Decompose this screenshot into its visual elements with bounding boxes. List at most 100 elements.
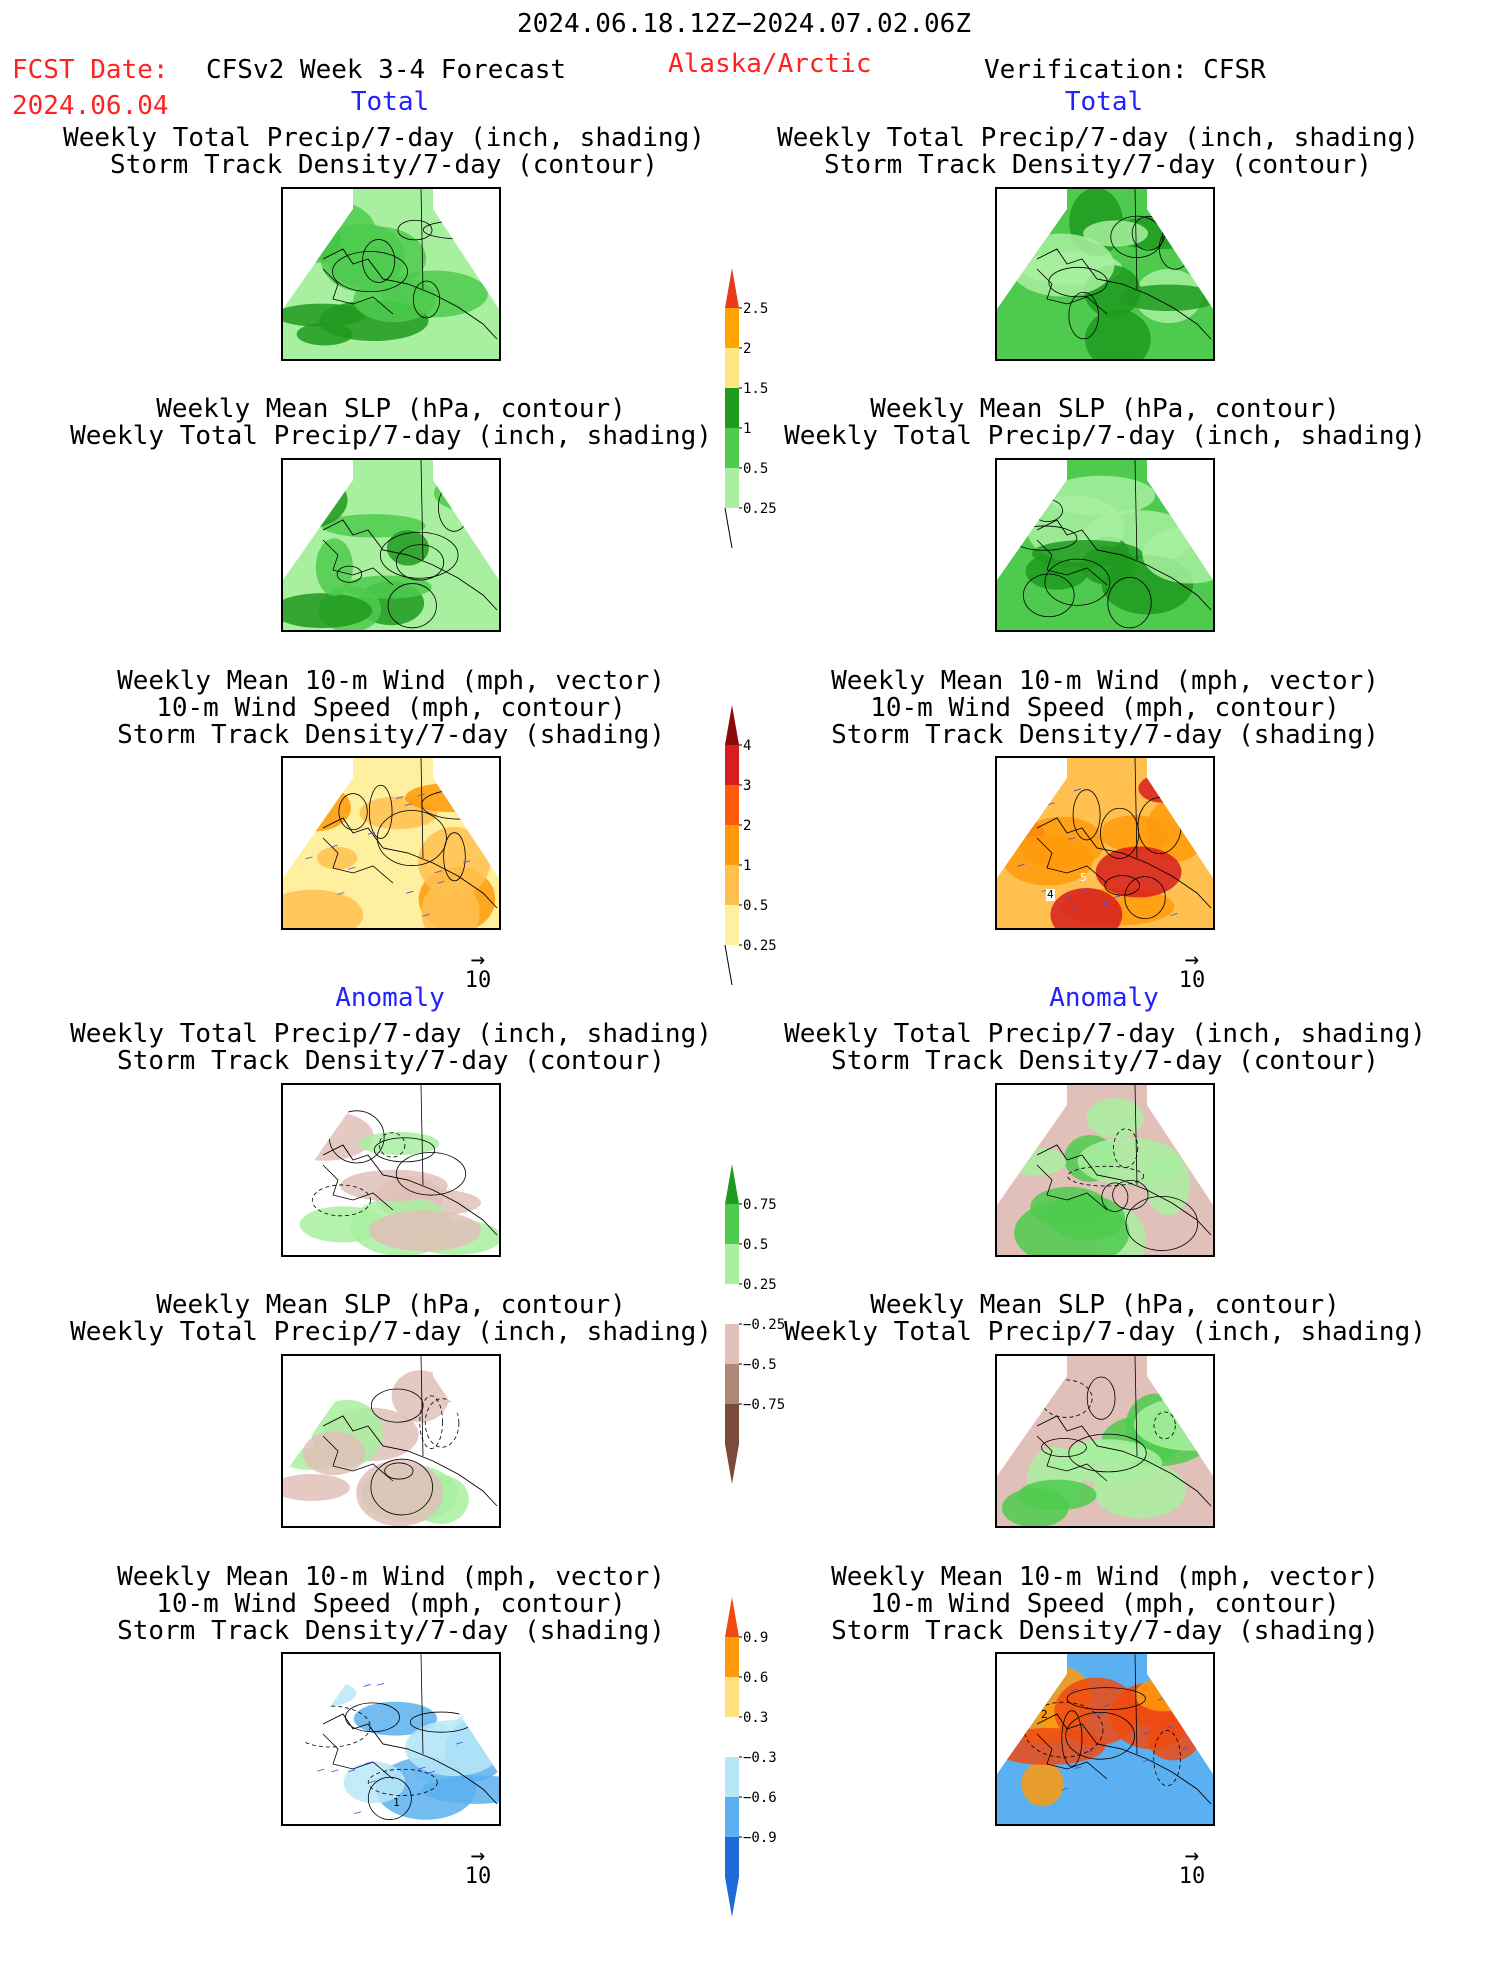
title-precip-storm-br: Weekly Total Precip/7-day (inch, shading… (784, 1019, 1426, 1076)
map-wind-vector (422, 913, 430, 917)
map-wind-vector (1193, 795, 1201, 799)
map-shade-blob (368, 1210, 482, 1252)
map-contour (376, 810, 447, 866)
map-label-storm-5: 5 (1080, 871, 1087, 884)
map-wind-vector (353, 1811, 362, 1814)
map-contour (1112, 1179, 1149, 1210)
title-wind-storm-tl: Weekly Mean 10-m Wind (mph, vector) 10-m … (117, 666, 665, 750)
map-coastline (322, 248, 498, 340)
map-svg (283, 1356, 499, 1526)
map-border (420, 189, 424, 290)
map-wind-vector (1023, 1720, 1031, 1724)
map-field (283, 758, 499, 928)
map-wind-vector (1066, 896, 1075, 900)
colorbar-bottom-cap (725, 1877, 739, 1917)
map-coastline (1036, 1713, 1212, 1805)
colorbar-segment (725, 1404, 739, 1444)
map-wind-vector (437, 880, 445, 884)
map-border (420, 1654, 424, 1755)
map-wind-vector (348, 866, 356, 870)
map-shade-blob (1142, 526, 1213, 584)
map-contour (395, 544, 445, 581)
colorbar-top-cap (725, 1597, 739, 1637)
colorbar-tick-label: 0.6 (743, 1670, 768, 1686)
colorbar-segment (725, 865, 739, 905)
map-shade-blob (353, 1701, 438, 1736)
map-wind-vector (377, 1682, 385, 1686)
colorbar-segment (725, 1364, 739, 1404)
map-contour (1153, 1411, 1176, 1440)
map-contour (443, 832, 466, 882)
map-field (283, 189, 499, 359)
map-field (283, 1654, 499, 1824)
map-svg (283, 1085, 499, 1255)
map-wind-vector (404, 803, 412, 807)
map-contour (1125, 1195, 1199, 1251)
map-wind-vector (396, 796, 404, 799)
map-border (420, 460, 424, 561)
colorbar-storm-anomaly: 0.9 0.6 0.3 −0.3 −0.6 −0.9 (720, 1597, 800, 1961)
map-border (1134, 758, 1138, 859)
map-contour (373, 1137, 436, 1163)
title-slp-precip-br: Weekly Mean SLP (hPa, contour) Weekly Tot… (784, 1290, 1426, 1347)
map-wind-vector (406, 890, 414, 894)
map-contour (1041, 1438, 1087, 1458)
colorbar-tick-label: 0.5 (743, 1237, 768, 1253)
map-shade-blob (1001, 1488, 1069, 1526)
storm_total_scale-svg: 4 3 2 1 0.5 0.25 (724, 705, 777, 986)
map-coastline (322, 1713, 498, 1805)
title-slp-precip-tl: Weekly Mean SLP (hPa, contour) Weekly Tot… (70, 394, 712, 451)
map-wind-vector (317, 1768, 325, 1772)
map-contour (1067, 1165, 1145, 1187)
colorbar-top-cap (725, 268, 739, 308)
colorbar-bottom-cap (724, 507, 733, 549)
map-coastline (322, 1435, 394, 1482)
map-wind-vector (1113, 895, 1121, 899)
section-total-left: Total (350, 87, 430, 117)
colorbar-tick-label: 0.5 (743, 898, 768, 914)
map-contour (424, 1398, 460, 1448)
colorbar-tick-label: −0.25 (743, 1317, 785, 1333)
colorbar-tick-label: 1 (743, 858, 751, 874)
map-contour (1066, 1687, 1146, 1711)
colorbar-top-cap (725, 705, 739, 745)
map-field (283, 1085, 499, 1255)
fcst-label: FCST Date: (12, 55, 169, 85)
map-contour (336, 565, 363, 583)
map-border (1134, 1654, 1138, 1755)
map-wind-vector (434, 870, 442, 874)
map-label-anom-1: 1 (393, 1796, 400, 1809)
colorbar-tick-label: 1.5 (743, 381, 768, 397)
map-wind-vector (365, 1761, 373, 1765)
map-shade-blob (1006, 1147, 1067, 1176)
map-slp-precip-forecast (281, 458, 501, 632)
map-field (997, 460, 1213, 630)
map-contour (1099, 807, 1140, 859)
colorbar-segment (725, 785, 739, 825)
section-total-right: Total (1064, 87, 1144, 117)
map-coastline (1036, 1435, 1108, 1482)
colorbar-bottom-cap (725, 1444, 739, 1484)
map-precip-storm-forecast (281, 187, 501, 361)
map-wind-vector (1073, 788, 1082, 792)
map-shade-blob (1083, 220, 1149, 247)
map-shade-blob (283, 593, 373, 629)
map-shade-blob (340, 1169, 448, 1202)
date-range: 2024.06.18.12Z−2024.07.02.06Z (517, 9, 971, 39)
map-contour (311, 1184, 371, 1217)
map-contour (367, 1768, 438, 1796)
map-contour (1110, 215, 1164, 258)
map-wind-vector (1017, 863, 1025, 867)
colorbar-tick-label: −0.3 (743, 1750, 777, 1766)
map-contour (387, 583, 437, 629)
map-shade-blob (343, 1761, 406, 1804)
colorbar-tick-label: −0.6 (743, 1790, 777, 1806)
colorbar-tick-label: 2 (743, 818, 751, 834)
map-svg (997, 189, 1213, 359)
map-wind-vector (455, 1741, 463, 1745)
map-contour (412, 280, 441, 319)
colorbar-segment (725, 1204, 739, 1244)
map-svg (283, 189, 499, 359)
colorbar-tick-label: 0.25 (743, 938, 777, 954)
colorbar-tick-label: 0.9 (743, 1630, 768, 1646)
